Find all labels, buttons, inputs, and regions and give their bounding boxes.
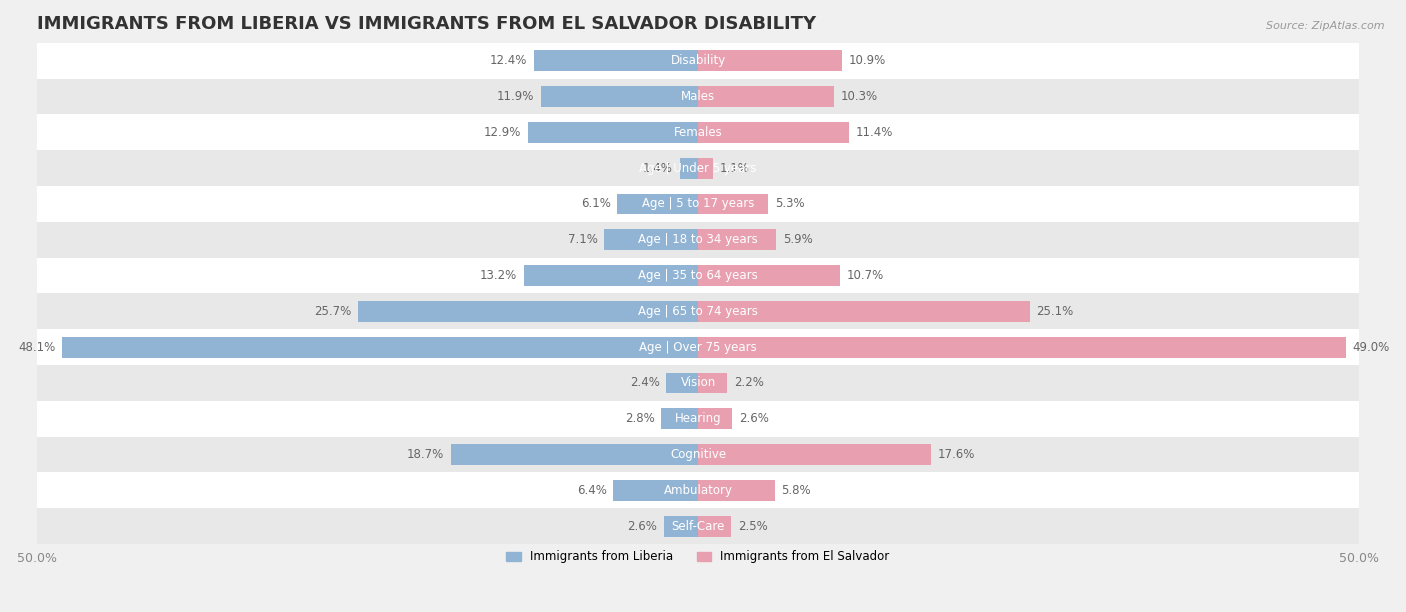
Text: Disability: Disability xyxy=(671,54,725,67)
Text: Ambulatory: Ambulatory xyxy=(664,484,733,497)
Text: 2.8%: 2.8% xyxy=(624,412,654,425)
Bar xyxy=(699,265,839,286)
Text: Age | Under 5 years: Age | Under 5 years xyxy=(640,162,756,174)
Text: Age | Over 75 years: Age | Over 75 years xyxy=(640,341,756,354)
Text: 10.3%: 10.3% xyxy=(841,90,877,103)
Bar xyxy=(37,43,1360,79)
Text: 11.4%: 11.4% xyxy=(855,126,893,139)
Text: Vision: Vision xyxy=(681,376,716,389)
Text: 48.1%: 48.1% xyxy=(18,341,55,354)
Text: 12.9%: 12.9% xyxy=(484,126,520,139)
Bar xyxy=(699,408,733,429)
Bar xyxy=(613,480,699,501)
Bar xyxy=(37,222,1360,258)
Text: 18.7%: 18.7% xyxy=(406,448,444,461)
Bar xyxy=(37,329,1360,365)
Legend: Immigrants from Liberia, Immigrants from El Salvador: Immigrants from Liberia, Immigrants from… xyxy=(502,546,894,568)
Bar xyxy=(699,122,849,143)
Text: 5.3%: 5.3% xyxy=(775,198,804,211)
Text: 1.4%: 1.4% xyxy=(643,162,673,174)
Bar xyxy=(699,337,1346,357)
Text: 17.6%: 17.6% xyxy=(938,448,974,461)
Text: 6.1%: 6.1% xyxy=(581,198,610,211)
Text: Age | 65 to 74 years: Age | 65 to 74 years xyxy=(638,305,758,318)
Bar xyxy=(37,186,1360,222)
Bar xyxy=(699,480,775,501)
Bar xyxy=(37,436,1360,472)
Bar xyxy=(37,114,1360,151)
Text: 10.9%: 10.9% xyxy=(849,54,886,67)
Bar xyxy=(37,151,1360,186)
Text: 49.0%: 49.0% xyxy=(1353,341,1391,354)
Bar xyxy=(666,373,699,394)
Bar xyxy=(523,265,699,286)
Bar xyxy=(699,193,768,214)
Bar xyxy=(699,444,931,465)
Bar xyxy=(664,516,699,537)
Bar xyxy=(527,122,699,143)
Text: Age | 35 to 64 years: Age | 35 to 64 years xyxy=(638,269,758,282)
Bar xyxy=(541,86,699,107)
Bar xyxy=(37,365,1360,401)
Bar xyxy=(37,472,1360,508)
Bar xyxy=(699,158,713,179)
Bar xyxy=(534,50,699,71)
Bar xyxy=(359,301,699,322)
Text: Source: ZipAtlas.com: Source: ZipAtlas.com xyxy=(1267,21,1385,31)
Text: Males: Males xyxy=(681,90,716,103)
Bar xyxy=(661,408,699,429)
Bar xyxy=(37,258,1360,294)
Text: 2.6%: 2.6% xyxy=(627,520,657,532)
Bar xyxy=(605,230,699,250)
Bar xyxy=(679,158,699,179)
Text: 2.6%: 2.6% xyxy=(740,412,769,425)
Text: 25.7%: 25.7% xyxy=(315,305,352,318)
Text: 2.5%: 2.5% xyxy=(738,520,768,532)
Bar xyxy=(617,193,699,214)
Bar xyxy=(699,230,776,250)
Text: 6.4%: 6.4% xyxy=(576,484,607,497)
Text: 2.4%: 2.4% xyxy=(630,376,659,389)
Text: 10.7%: 10.7% xyxy=(846,269,883,282)
Text: 7.1%: 7.1% xyxy=(568,233,598,246)
Bar xyxy=(699,301,1031,322)
Text: 13.2%: 13.2% xyxy=(479,269,517,282)
Bar xyxy=(699,516,731,537)
Bar xyxy=(62,337,699,357)
Bar xyxy=(37,508,1360,544)
Text: IMMIGRANTS FROM LIBERIA VS IMMIGRANTS FROM EL SALVADOR DISABILITY: IMMIGRANTS FROM LIBERIA VS IMMIGRANTS FR… xyxy=(37,15,815,33)
Text: 12.4%: 12.4% xyxy=(491,54,527,67)
Bar xyxy=(37,79,1360,114)
Bar xyxy=(37,294,1360,329)
Bar xyxy=(699,86,834,107)
Bar xyxy=(451,444,699,465)
Text: 1.1%: 1.1% xyxy=(720,162,749,174)
Text: 5.9%: 5.9% xyxy=(783,233,813,246)
Text: 11.9%: 11.9% xyxy=(496,90,534,103)
Text: Hearing: Hearing xyxy=(675,412,721,425)
Bar xyxy=(699,373,727,394)
Bar xyxy=(37,401,1360,436)
Text: Self-Care: Self-Care xyxy=(672,520,724,532)
Text: 2.2%: 2.2% xyxy=(734,376,763,389)
Text: 25.1%: 25.1% xyxy=(1036,305,1074,318)
Text: 5.8%: 5.8% xyxy=(782,484,811,497)
Text: Females: Females xyxy=(673,126,723,139)
Text: Cognitive: Cognitive xyxy=(671,448,725,461)
Text: Age | 5 to 17 years: Age | 5 to 17 years xyxy=(643,198,754,211)
Bar xyxy=(699,50,842,71)
Text: Age | 18 to 34 years: Age | 18 to 34 years xyxy=(638,233,758,246)
